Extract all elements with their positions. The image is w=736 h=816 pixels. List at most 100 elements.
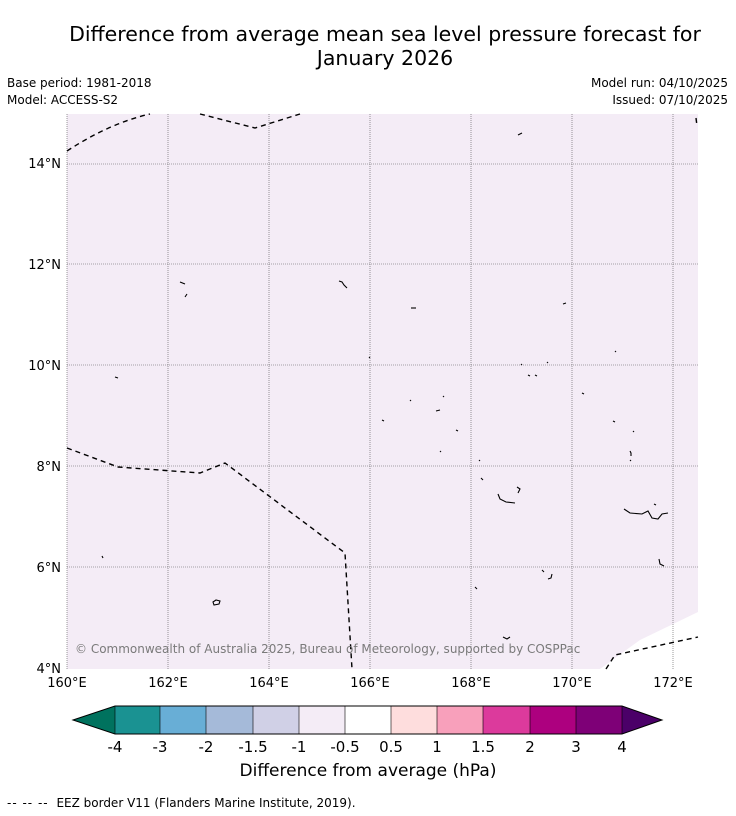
lat-label-12: 12°N bbox=[28, 258, 61, 273]
eez-border-top bbox=[66, 113, 301, 152]
island bbox=[184, 293, 188, 298]
lon-label-160: 160°E bbox=[47, 676, 87, 691]
lat-label-8: 8°N bbox=[37, 460, 62, 475]
island bbox=[497, 493, 516, 504]
island bbox=[623, 508, 669, 520]
island bbox=[442, 395, 445, 398]
colorbar-segment bbox=[253, 706, 299, 734]
model-name: Model: ACCESS-S2 bbox=[7, 93, 119, 107]
colorbar-low-extension bbox=[73, 706, 115, 734]
colorbar-segment bbox=[299, 706, 345, 734]
island bbox=[212, 599, 221, 606]
eez-borders bbox=[66, 113, 699, 670]
lon-label-168: 168°E bbox=[451, 676, 491, 691]
lat-label-10: 10°N bbox=[28, 359, 61, 374]
colorbar-segment bbox=[437, 706, 483, 734]
island bbox=[632, 430, 635, 433]
model-run: Model run: 04/10/2025 bbox=[590, 76, 728, 90]
colorbar-tick: -1 bbox=[292, 738, 307, 756]
island bbox=[520, 363, 523, 366]
island bbox=[562, 302, 567, 305]
colorbar-tick: -2 bbox=[199, 738, 214, 756]
island bbox=[516, 486, 521, 494]
footnote: -- -- -- EEZ border V11 (Flanders Marine… bbox=[7, 796, 356, 810]
colorbar-label: Difference from average (hPa) bbox=[239, 761, 497, 781]
colorbar-segment bbox=[391, 706, 437, 734]
colorbar-tick: 2 bbox=[525, 738, 535, 756]
island bbox=[546, 361, 549, 364]
lon-label-172: 172°E bbox=[653, 676, 693, 691]
colorbar-tick: -0.5 bbox=[330, 738, 359, 756]
colorbar-tick: -3 bbox=[153, 738, 168, 756]
colorbar-tick: -4 bbox=[108, 738, 123, 756]
map-credit: © Commonwealth of Australia 2025, Bureau… bbox=[75, 642, 580, 656]
island bbox=[629, 450, 632, 462]
island bbox=[612, 420, 616, 423]
chart-title: Difference from average mean sea level p… bbox=[30, 22, 736, 70]
lat-label-6: 6°N bbox=[37, 561, 62, 576]
neutral-area bbox=[600, 612, 698, 669]
colorbar-tick: 1 bbox=[432, 738, 442, 756]
eez-border-northeast bbox=[695, 117, 698, 127]
island bbox=[114, 376, 119, 379]
lon-label-162: 162°E bbox=[148, 676, 188, 691]
island bbox=[179, 281, 186, 285]
island bbox=[527, 374, 538, 377]
colorbar-segment bbox=[115, 706, 160, 734]
colorbar-ticks: -4 -3 -2 -1.5 -1 -0.5 0.5 1 1.5 2 3 4 bbox=[108, 738, 627, 756]
lat-label-14: 14°N bbox=[28, 157, 61, 172]
island bbox=[502, 636, 511, 640]
colorbar-segment bbox=[160, 706, 206, 734]
island bbox=[581, 392, 585, 395]
colorbar-high-extension bbox=[622, 706, 662, 734]
island bbox=[474, 586, 478, 590]
island bbox=[439, 450, 442, 453]
colorbar-segment bbox=[345, 706, 391, 734]
island bbox=[381, 419, 385, 422]
meta-left: Base period: 1981-2018 Model: ACCESS-S2 bbox=[7, 75, 152, 109]
colorbar-segment bbox=[530, 706, 576, 734]
island bbox=[338, 280, 348, 289]
title-line-1: Difference from average mean sea level p… bbox=[69, 22, 701, 46]
colorbar-tick: 4 bbox=[617, 738, 627, 756]
island bbox=[547, 573, 553, 580]
island bbox=[478, 459, 481, 462]
lat-axis-labels: 4°N 6°N 8°N 10°N 12°N 14°N bbox=[28, 157, 61, 677]
island bbox=[101, 555, 104, 559]
island bbox=[658, 558, 665, 567]
eez-border-southeast bbox=[605, 636, 699, 670]
title-line-2: January 2026 bbox=[316, 46, 454, 70]
graticule bbox=[66, 114, 698, 669]
lon-label-164: 164°E bbox=[249, 676, 289, 691]
island bbox=[541, 569, 545, 573]
colorbar-tick: 3 bbox=[571, 738, 581, 756]
map-panel: © Commonwealth of Australia 2025, Bureau… bbox=[66, 113, 699, 670]
island bbox=[614, 350, 617, 353]
lon-axis-labels: 160°E 162°E 164°E 166°E 168°E 170°E 172°… bbox=[47, 676, 693, 691]
island bbox=[409, 399, 412, 402]
island bbox=[653, 503, 657, 506]
eez-legend-dashes: -- -- -- bbox=[7, 796, 49, 810]
island bbox=[517, 132, 523, 136]
colorbar-tick: 1.5 bbox=[471, 738, 495, 756]
island bbox=[368, 356, 371, 359]
colorbar-segment bbox=[576, 706, 622, 734]
issued-date: Issued: 07/10/2025 bbox=[612, 93, 728, 107]
eez-border-west bbox=[66, 447, 353, 670]
lon-label-166: 166°E bbox=[350, 676, 390, 691]
colorbar: -4 -3 -2 -1.5 -1 -0.5 0.5 1 1.5 2 3 4 bbox=[71, 705, 664, 756]
meta-right: Model run: 04/10/2025 Issued: 07/10/2025 bbox=[591, 75, 728, 109]
colorbar-tick: -1.5 bbox=[238, 738, 267, 756]
lon-label-170: 170°E bbox=[552, 676, 592, 691]
islands bbox=[101, 132, 669, 640]
map-fill bbox=[67, 114, 698, 669]
island bbox=[435, 409, 441, 412]
colorbar-segment bbox=[483, 706, 530, 734]
colorbar-dividers bbox=[114, 706, 623, 734]
island bbox=[480, 477, 484, 481]
lat-label-4: 4°N bbox=[37, 662, 62, 677]
colorbar-tick: 0.5 bbox=[379, 738, 403, 756]
island bbox=[455, 429, 459, 432]
footnote-text: EEZ border V11 (Flanders Marine Institut… bbox=[56, 796, 356, 810]
